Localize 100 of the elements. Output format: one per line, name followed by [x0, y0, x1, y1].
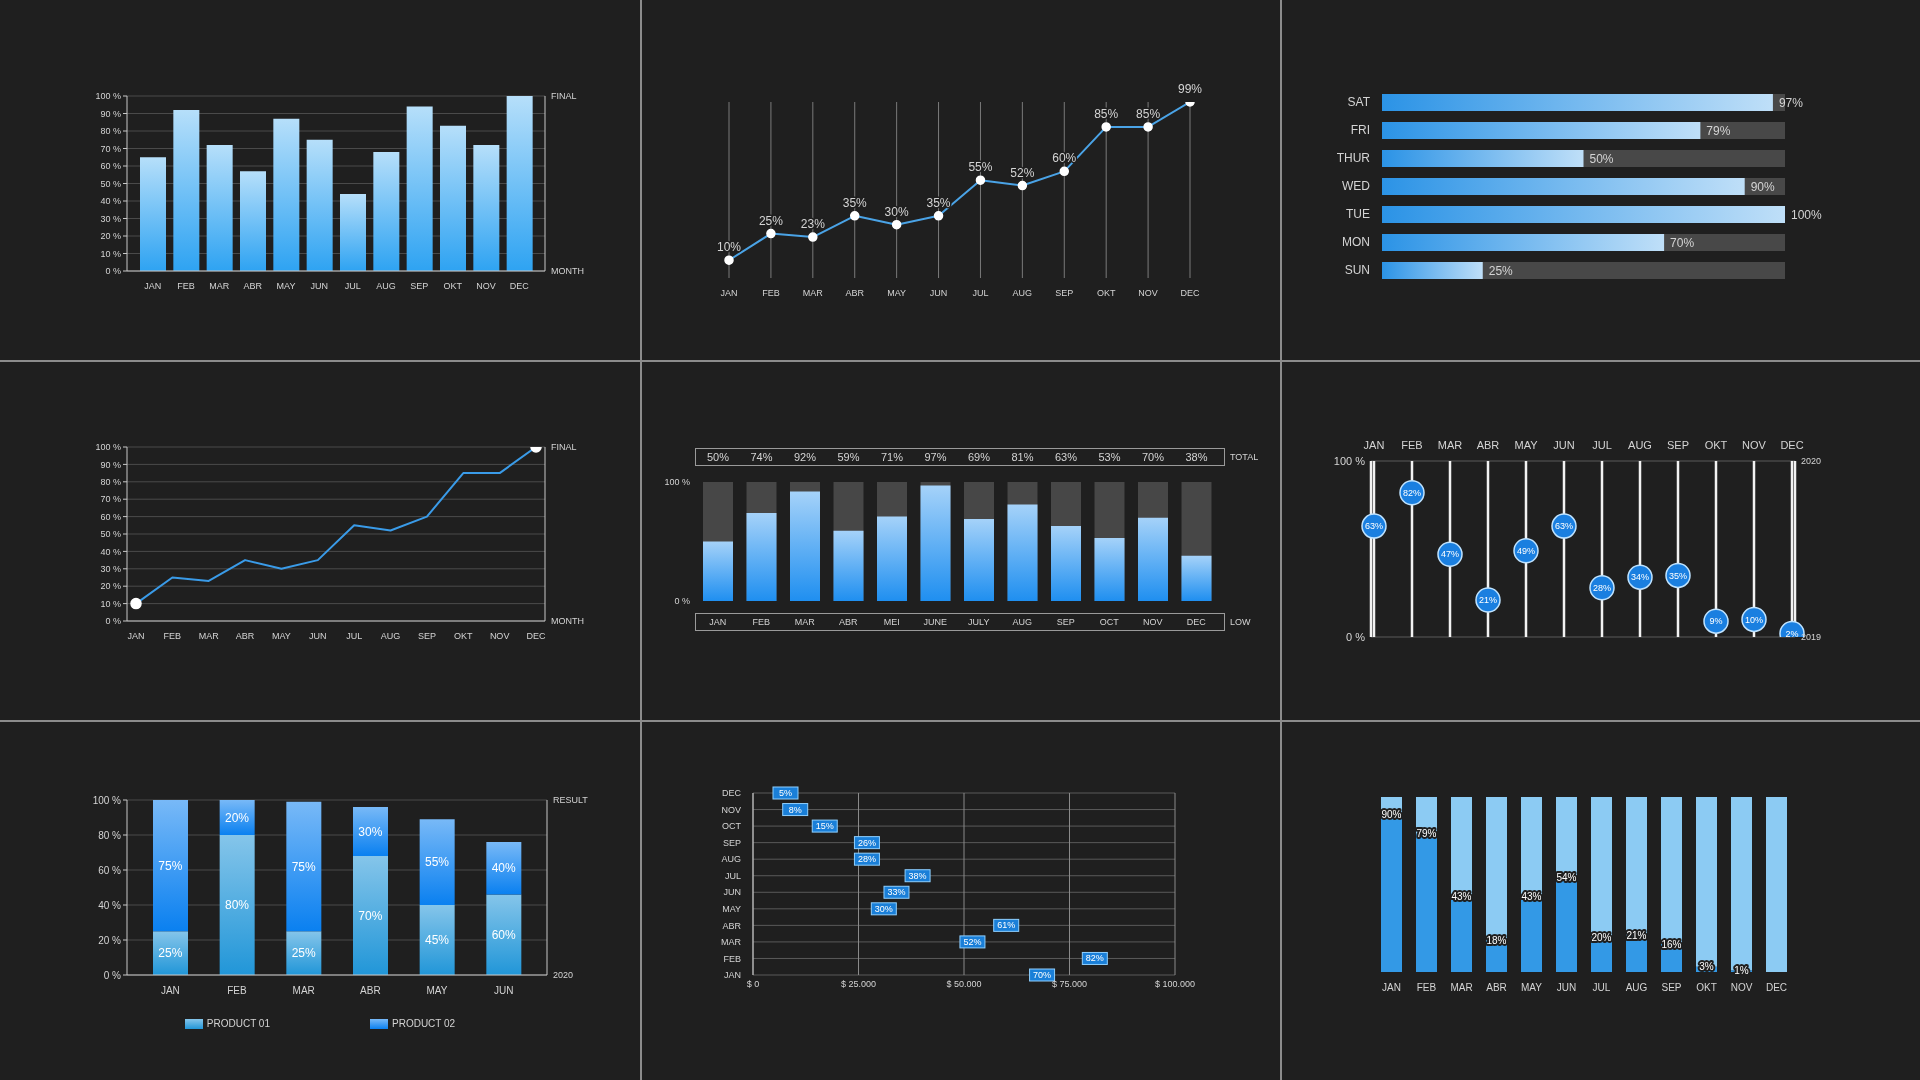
data-label: 47% [1440, 549, 1460, 560]
x-tick-label: $ 25.000 [840, 979, 877, 990]
x-tick-label: JUL [972, 288, 989, 299]
y-tick-label: 30 % [100, 213, 121, 224]
y-tick-label: SEP [722, 837, 741, 848]
y-tick-label: SAT [1347, 95, 1371, 110]
x-tick-label: JAN [709, 617, 727, 628]
data-label: 25% [1488, 263, 1514, 278]
x-tick-label: MAY [276, 281, 296, 292]
x-tick-label: $ 0 [746, 979, 760, 990]
data-label: 18% [1486, 935, 1507, 946]
annotation: 40% [491, 861, 516, 876]
data-label: 60% [1052, 151, 1077, 166]
x-tick-label: DEC [1765, 982, 1788, 994]
y-tick-label: 80 % [100, 126, 121, 137]
x-tick-label: JUN [1556, 982, 1577, 994]
y-tick-label: ABR [722, 920, 742, 931]
data-label: 92% [793, 451, 817, 463]
y-tick-label: SUN [1344, 263, 1370, 278]
x-tick-label: ABR [360, 985, 381, 997]
data-label: 71% [880, 451, 904, 463]
annotation: 25% [158, 946, 183, 961]
y-tick-label: 90 % [100, 108, 121, 119]
text: MONTH [551, 265, 584, 276]
text: RESULT [553, 794, 588, 805]
y-tick-label: 60 % [100, 511, 121, 522]
text: 2019 [1801, 631, 1822, 642]
y-tick-label: AUG [721, 854, 741, 865]
y-tick-label: DEC [721, 788, 742, 799]
y-tick-label: 100 % [92, 794, 122, 806]
y-tick-label: 20 % [100, 231, 121, 242]
data-label: 63% [1364, 521, 1384, 532]
y-tick-label: 0 % [103, 969, 122, 981]
x-tick-label: NOV [1742, 439, 1767, 451]
x-tick-label: FEB [762, 288, 780, 299]
y-tick-label: 60 % [100, 161, 121, 172]
x-tick-label: MAY [272, 631, 291, 642]
y-tick-label: MAR [721, 937, 742, 948]
x-tick-label: DEC [1180, 288, 1200, 299]
x-tick-label: JUL [346, 631, 363, 642]
x-tick-label: AUG [1012, 288, 1033, 299]
x-tick-label: MAY [1514, 439, 1539, 451]
annotation: 75% [158, 858, 183, 873]
x-tick-label: SEP [417, 631, 436, 642]
x-tick-label: ABR [845, 288, 865, 299]
y-tick-label: 50 % [100, 529, 121, 540]
text: 2020 [1801, 455, 1822, 466]
data-label: 97% [1778, 95, 1804, 110]
x-tick-label: FEB [227, 985, 248, 997]
x-tick-label: SEP [1055, 288, 1074, 299]
data-label: 85% [1136, 106, 1161, 121]
data-label: 21% [1626, 929, 1647, 941]
x-tick-label: MAR [198, 631, 220, 642]
x-tick-label: OKT [1096, 288, 1116, 299]
y-tick-label: 80 % [100, 476, 121, 487]
data-label: 90% [1381, 809, 1402, 820]
text: TOTAL [1230, 451, 1259, 462]
data-label: 79% [1416, 828, 1437, 840]
y-tick-label: 60 % [98, 864, 122, 876]
annotation: 80% [224, 898, 250, 912]
y-tick-label: 100 % [95, 442, 121, 453]
x-tick-label: NOV [476, 281, 496, 292]
x-tick-label: JUN [1553, 439, 1575, 451]
y-tick-label: FRI [1350, 123, 1370, 138]
y-tick-label: 100 % [1333, 454, 1366, 467]
y-tick-label: 0 % [105, 616, 121, 627]
data-label: 90% [1750, 179, 1776, 194]
data-label: 49% [1516, 545, 1536, 556]
y-tick-label: FEB [723, 953, 741, 964]
text: LOW [1230, 616, 1251, 627]
x-tick-label: JUL [344, 281, 361, 292]
data-label: 69% [967, 451, 991, 463]
x-tick-label: JAN [1382, 982, 1401, 994]
data-label: 63% [1554, 521, 1574, 532]
data-label: 35% [926, 195, 951, 210]
data-label: 23% [800, 217, 826, 232]
data-label: 55% [968, 160, 993, 175]
x-tick-label: SEP [1666, 439, 1690, 451]
annotation: 60% [491, 927, 516, 942]
y-tick-label: JUL [724, 870, 741, 881]
y-tick-label: 40 % [100, 546, 121, 557]
y-tick-label: 70 % [100, 143, 121, 154]
annotation: 20% [224, 810, 250, 825]
y-tick-label: 0 % [674, 596, 690, 607]
legend-label: PRODUCT 02 [392, 1018, 456, 1029]
data-label: 50% [706, 451, 730, 463]
data-label: 21% [1478, 595, 1498, 606]
y-tick-label: 100 % [95, 91, 121, 102]
x-tick-label: OKT [443, 281, 463, 292]
x-tick-label: DEC [1780, 439, 1804, 451]
x-tick-label: SEP [1056, 617, 1075, 628]
y-tick-label: 20 % [100, 581, 121, 592]
data-label: 70% [1141, 451, 1165, 463]
x-tick-label: MEI [883, 617, 900, 628]
data-label: 10% [1744, 614, 1764, 625]
x-tick-label: MAR [794, 617, 816, 628]
x-tick-label: JUN [309, 631, 327, 642]
annotation: 45% [424, 933, 450, 947]
data-label: 99% [1177, 82, 1203, 96]
x-tick-label: FEB [1401, 439, 1423, 451]
